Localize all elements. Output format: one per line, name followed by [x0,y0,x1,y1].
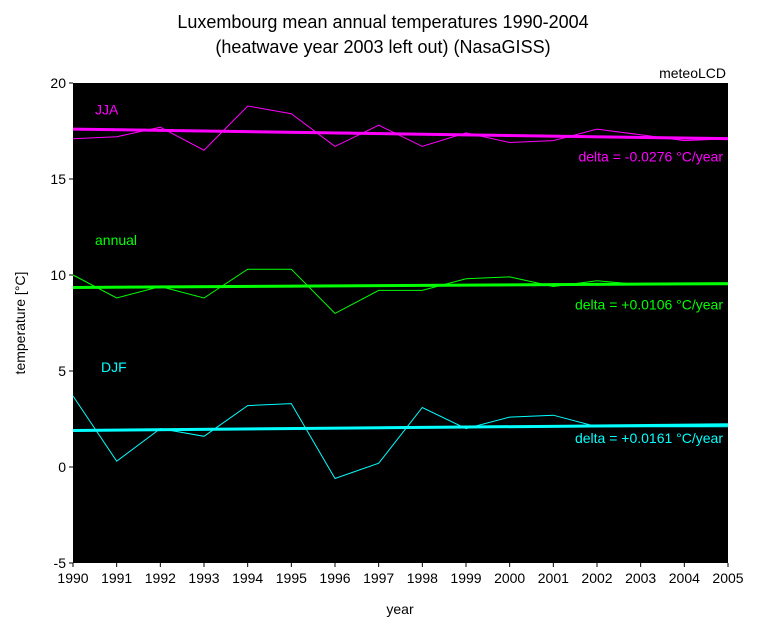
x-tick-label: 1997 [363,570,394,586]
y-axis-label: temperature [°C] [12,272,28,375]
x-tick-label: 2005 [712,570,743,586]
credit-label: meteoLCD [659,65,726,81]
x-axis-label: year [386,601,414,617]
series-label-annual: annual [95,232,137,248]
x-tick-label: 2002 [581,570,612,586]
axis-layer: -5 0 5 10 15 20 1990 1991 1992 1993 1994 1995 1996 19… [50,75,743,586]
y-tick-label: 20 [50,75,66,91]
y-tick-label: -5 [54,555,67,571]
y-tick-label: 15 [50,171,66,187]
delta-label-annual: delta = +0.0106 °C/year [575,297,723,313]
x-tick-label: 1995 [276,570,307,586]
x-tick-label: 1999 [450,570,481,586]
y-tick-label: 5 [58,363,66,379]
series-label-jja: JJA [95,102,119,118]
x-tick-label: 1994 [232,570,263,586]
x-tick-label: 1993 [188,570,219,586]
series-line-annual [72,268,728,315]
trend-line-djf [72,423,729,433]
y-tick-label: 0 [58,459,66,475]
delta-label-jja: delta = -0.0276 °C/year [578,149,723,165]
trend-line-jja [72,127,729,141]
x-tick-label: 1996 [319,570,350,586]
trend-line-annual [72,282,729,289]
x-tick-label: 1998 [407,570,438,586]
chart-title-line1: Luxembourg mean annual temperatures 1990… [177,12,588,32]
series-layer: JJA delta = -0.0276 °C/year annual delta = … [72,102,729,480]
x-tick-label: 1991 [101,570,132,586]
series-line-jja [72,105,729,151]
y-tick-label: 10 [50,267,66,283]
x-tick-label: 2001 [538,570,569,586]
plot-area [73,83,728,563]
x-tick-label: 1992 [145,570,176,586]
x-tick-label: 2003 [625,570,656,586]
delta-label-djf: delta = +0.0161 °C/year [575,430,723,446]
series-label-djf: DJF [101,359,127,375]
x-tick-label: 2000 [494,570,525,586]
chart-title-line2: (heatwave year 2003 left out) (NasaGISS) [215,37,550,57]
x-tick-label: 1990 [57,570,88,586]
x-tick-label: 2004 [669,570,700,586]
